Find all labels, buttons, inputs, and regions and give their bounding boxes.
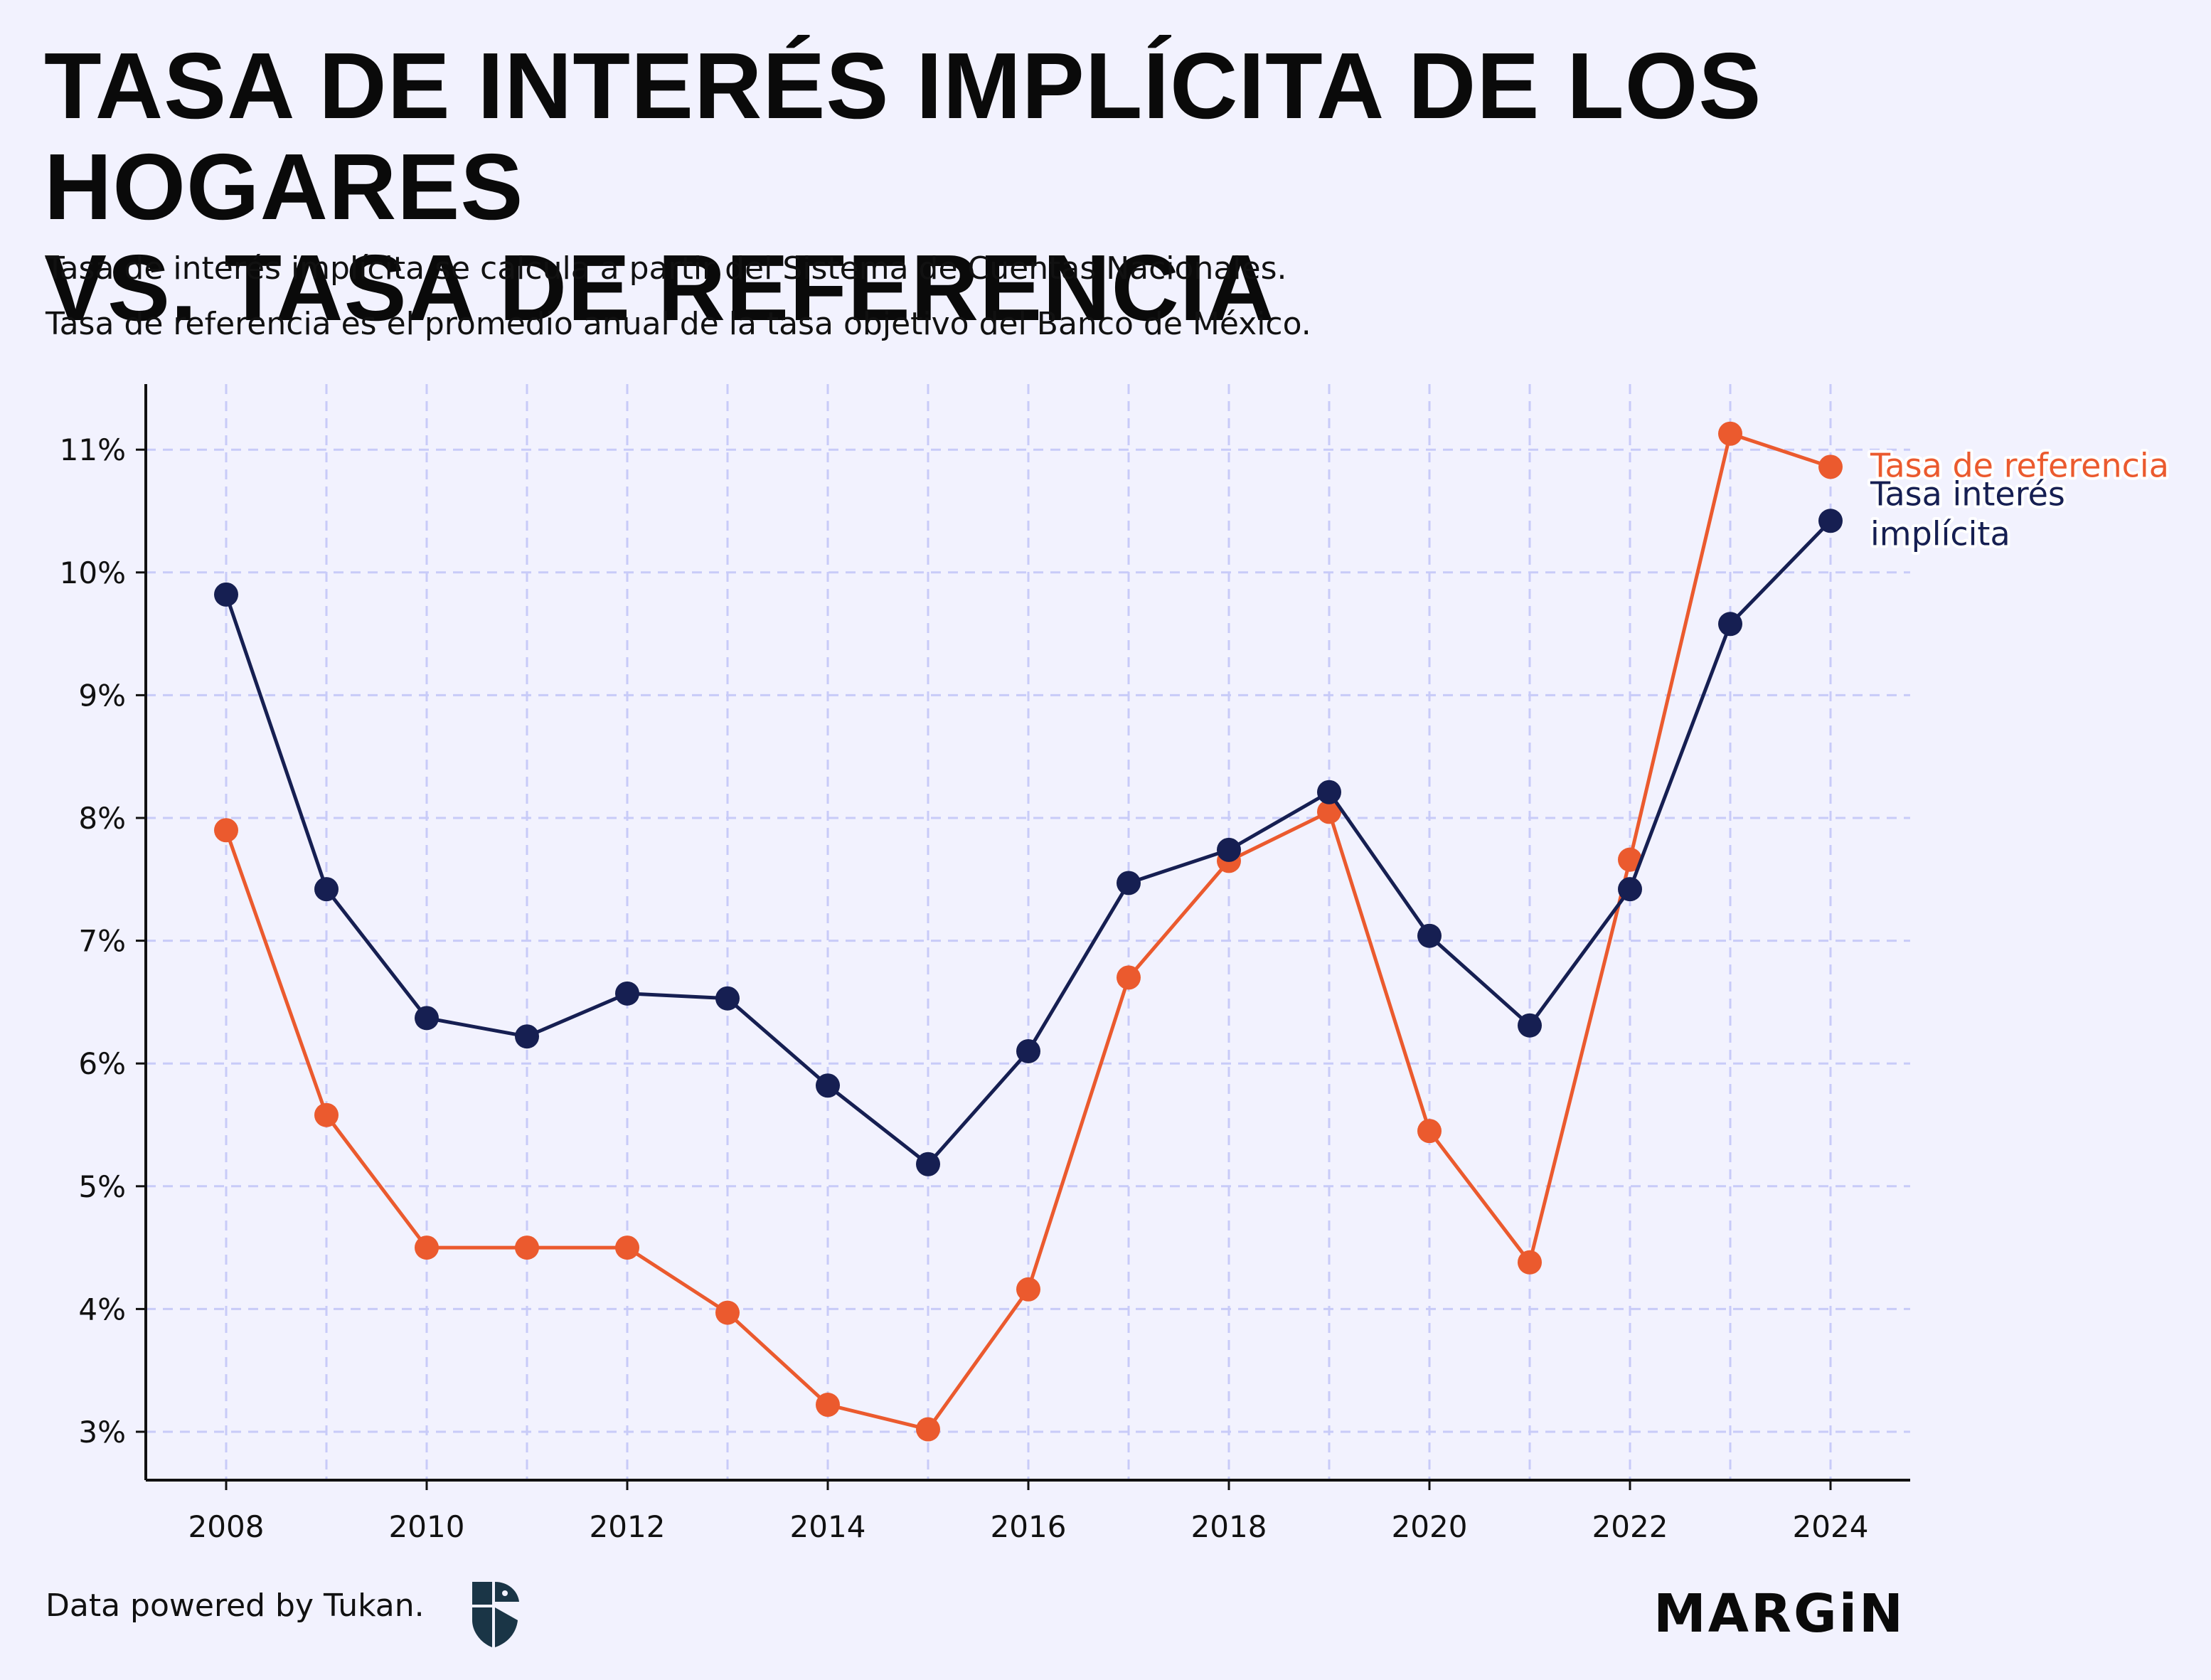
data-point — [1016, 1038, 1040, 1063]
grid-lines — [146, 384, 1910, 1480]
x-tick-label: 2008 — [188, 1509, 265, 1544]
data-point — [916, 1417, 940, 1442]
data-point — [715, 1300, 740, 1325]
data-point — [415, 1235, 439, 1260]
y-tick-label: 4% — [78, 1292, 126, 1327]
subtitle-line-1: Tasa de interés implícita se calcula a p… — [46, 250, 1287, 287]
y-tick-label: 5% — [78, 1169, 126, 1204]
y-tick-label: 11% — [60, 432, 126, 467]
data-point — [1818, 454, 1843, 479]
data-point — [1217, 837, 1241, 862]
x-tick-label: 2012 — [590, 1509, 666, 1544]
data-point — [1417, 1119, 1442, 1144]
x-tick-label: 2018 — [1191, 1509, 1267, 1544]
data-point — [816, 1393, 840, 1418]
axes: 3% 4% 5% 6% 7% 8% 9% 10% 11% 2008 2010 2012 2014 2016… — [60, 384, 1910, 1544]
x-tick-label: 2014 — [790, 1509, 866, 1544]
data-point — [1016, 1277, 1040, 1302]
y-tick-label: 9% — [78, 678, 126, 713]
data-point — [214, 818, 238, 843]
x-tick-label: 2010 — [389, 1509, 465, 1544]
data-point — [515, 1024, 539, 1049]
chart-title: TASA DE INTERÉS IMPLÍCITA DE LOS HOGARES… — [44, 36, 2163, 339]
data-point — [314, 1102, 339, 1127]
y-tick-label: 6% — [78, 1046, 126, 1081]
data-point — [515, 1235, 539, 1260]
data-credit: Data powered by Tukan. — [46, 1588, 425, 1624]
data-point — [1618, 847, 1642, 872]
x-tick-label: 2020 — [1392, 1509, 1468, 1544]
series-label-implicita-line2: implícita — [1870, 514, 2010, 553]
data-point — [214, 582, 238, 607]
margin-brand-logo: MARGiN — [1653, 1583, 1905, 1644]
x-tick-label: 2022 — [1592, 1509, 1668, 1544]
y-tick-label: 7% — [78, 924, 126, 959]
data-point — [916, 1152, 940, 1176]
data-point — [1818, 509, 1843, 533]
y-tick-label: 3% — [78, 1415, 126, 1450]
series-lines — [214, 421, 1843, 1442]
data-point — [314, 877, 339, 902]
data-point — [1618, 877, 1642, 902]
y-tick-label: 10% — [60, 555, 126, 590]
data-point — [1117, 871, 1141, 895]
title-line-1: TASA DE INTERÉS IMPLÍCITA DE LOS HOGARES — [44, 33, 1762, 239]
data-point — [1518, 1250, 1542, 1275]
data-point — [615, 981, 639, 1006]
x-tick-label: 2016 — [991, 1509, 1067, 1544]
data-point — [1417, 923, 1442, 948]
subtitle-line-2: Tasa de referencia es el promedio anual … — [46, 306, 1311, 342]
series-label-implicita: Tasa interés — [1870, 474, 2065, 513]
title-line-2: VS. TASA DE REFERENCIA — [44, 235, 1275, 340]
data-point — [1518, 1013, 1542, 1038]
data-point — [1317, 799, 1341, 824]
series-label-referencia: Tasa de referencia — [1870, 446, 2169, 484]
data-point — [1718, 612, 1742, 637]
data-point — [1718, 421, 1742, 446]
x-tick-label: 2024 — [1793, 1509, 1869, 1544]
data-point — [415, 1006, 439, 1031]
data-point — [816, 1073, 840, 1098]
tukan-logo-icon — [472, 1582, 519, 1647]
data-point — [1317, 780, 1341, 804]
data-point — [1117, 965, 1141, 990]
data-point — [615, 1235, 639, 1260]
y-tick-label: 8% — [78, 801, 126, 836]
data-point — [715, 986, 740, 1011]
